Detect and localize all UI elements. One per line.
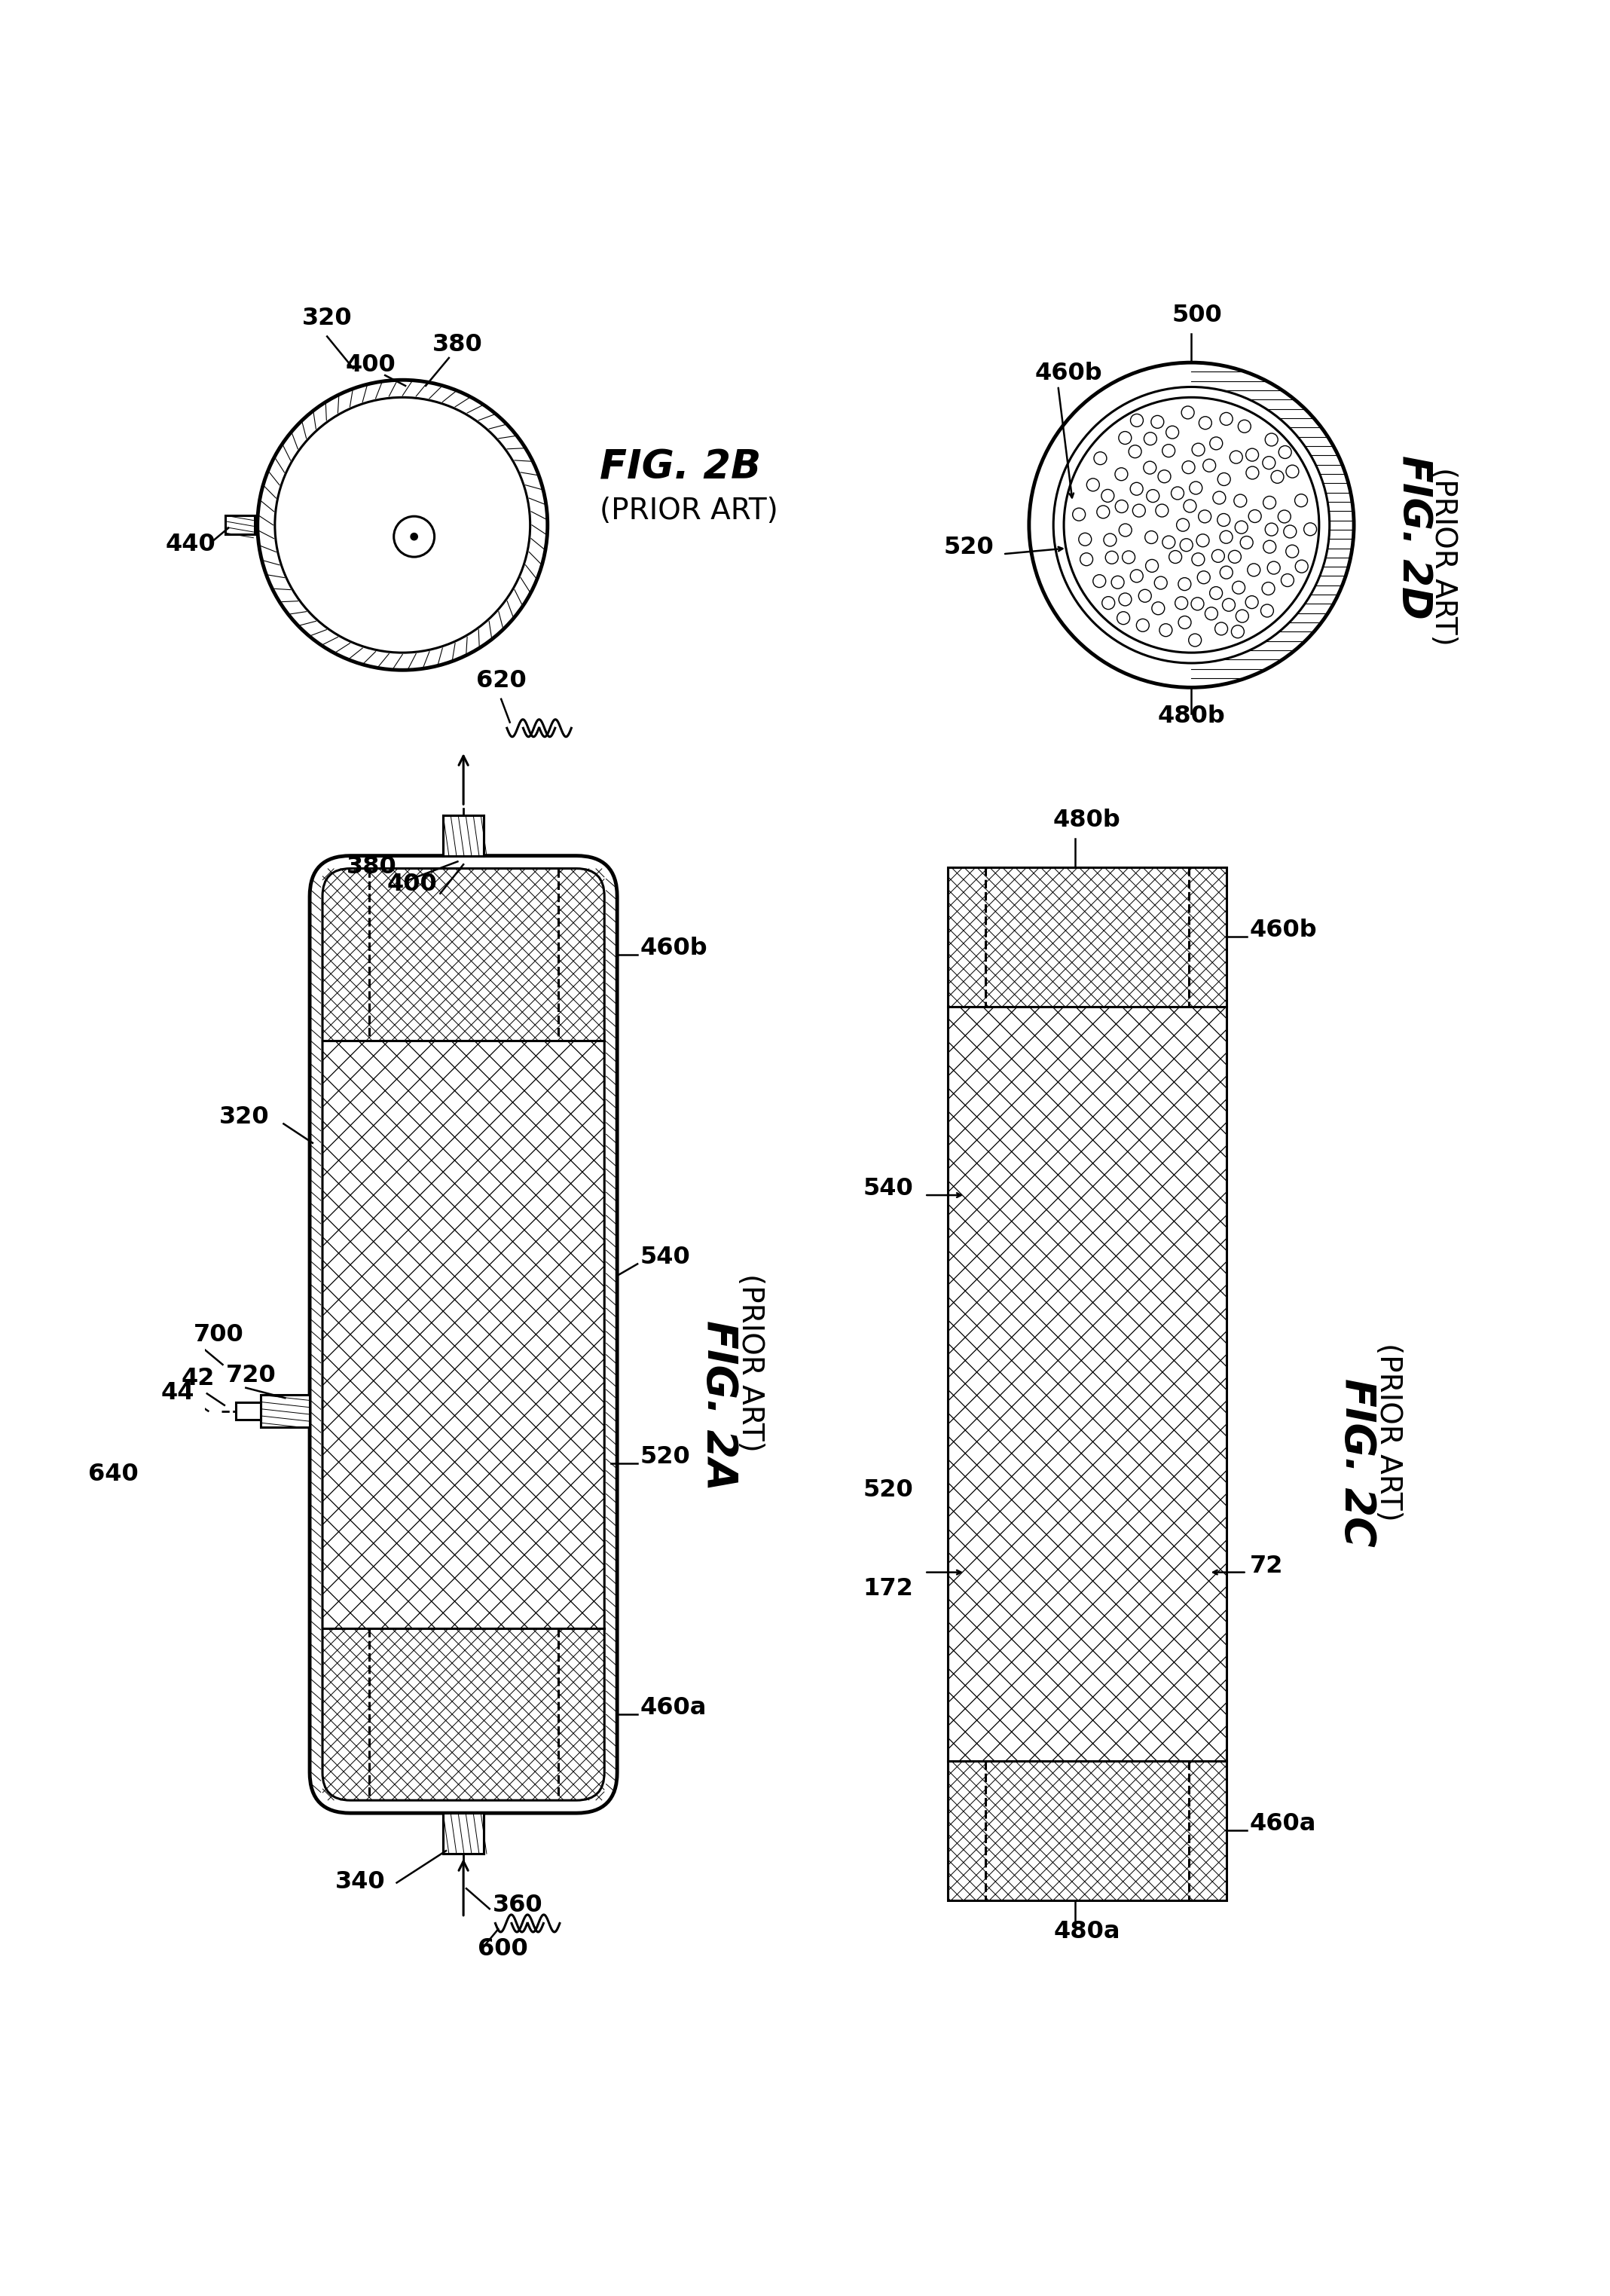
- Text: 720: 720: [225, 1364, 275, 1387]
- Text: 320: 320: [219, 1107, 269, 1130]
- Text: 640: 640: [89, 1463, 138, 1486]
- Text: 480a: 480a: [1053, 1919, 1121, 1942]
- Text: 540: 540: [863, 1178, 913, 1201]
- Text: 460b: 460b: [641, 937, 708, 960]
- Text: 42: 42: [182, 1366, 216, 1389]
- Text: 360: 360: [493, 1894, 543, 1917]
- Text: (PRIOR ART): (PRIOR ART): [1375, 1343, 1402, 1522]
- Text: 520: 520: [943, 535, 995, 560]
- Text: 380: 380: [346, 854, 396, 879]
- Text: FIG. 2C: FIG. 2C: [1336, 1378, 1377, 1548]
- Bar: [443, 1814, 483, 1853]
- Text: 540: 540: [641, 1247, 691, 1270]
- Text: FIG. 2D: FIG. 2D: [1394, 455, 1433, 620]
- Text: FIG. 2B: FIG. 2B: [601, 448, 762, 487]
- Bar: [225, 517, 254, 535]
- Bar: [443, 815, 483, 856]
- Text: 460b: 460b: [1249, 918, 1317, 941]
- Text: 400: 400: [346, 354, 396, 377]
- Bar: [237, 1403, 261, 1419]
- Text: 340: 340: [335, 1871, 385, 1894]
- Text: 380: 380: [433, 333, 483, 356]
- Circle shape: [411, 533, 417, 540]
- Bar: [261, 1396, 309, 1426]
- Text: 440: 440: [166, 533, 216, 556]
- Text: (PRIOR ART): (PRIOR ART): [736, 1274, 765, 1451]
- Text: 480b: 480b: [1158, 705, 1225, 728]
- Text: 480b: 480b: [1053, 808, 1121, 831]
- Bar: [948, 1761, 1227, 1901]
- Text: 172: 172: [863, 1577, 913, 1600]
- Text: 600: 600: [478, 1938, 528, 1961]
- Text: 460a: 460a: [641, 1697, 707, 1720]
- Text: (PRIOR ART): (PRIOR ART): [601, 496, 778, 526]
- Text: 620: 620: [477, 670, 526, 693]
- Text: 460b: 460b: [1035, 363, 1103, 386]
- Text: 400: 400: [386, 872, 438, 895]
- Text: 72: 72: [1249, 1554, 1283, 1577]
- Text: 44: 44: [161, 1382, 195, 1405]
- Text: 520: 520: [863, 1479, 913, 1502]
- FancyBboxPatch shape: [309, 856, 617, 1814]
- FancyBboxPatch shape: [322, 868, 604, 1800]
- Text: 520: 520: [641, 1446, 691, 1469]
- Text: 500: 500: [1172, 303, 1222, 328]
- Text: (PRIOR ART): (PRIOR ART): [1430, 466, 1459, 645]
- Text: 700: 700: [193, 1322, 245, 1348]
- Text: 460a: 460a: [1249, 1812, 1315, 1837]
- Text: 320: 320: [303, 308, 353, 331]
- Bar: [948, 1006, 1227, 1761]
- Bar: [948, 868, 1227, 1006]
- Text: FIG. 2A: FIG. 2A: [699, 1320, 739, 1490]
